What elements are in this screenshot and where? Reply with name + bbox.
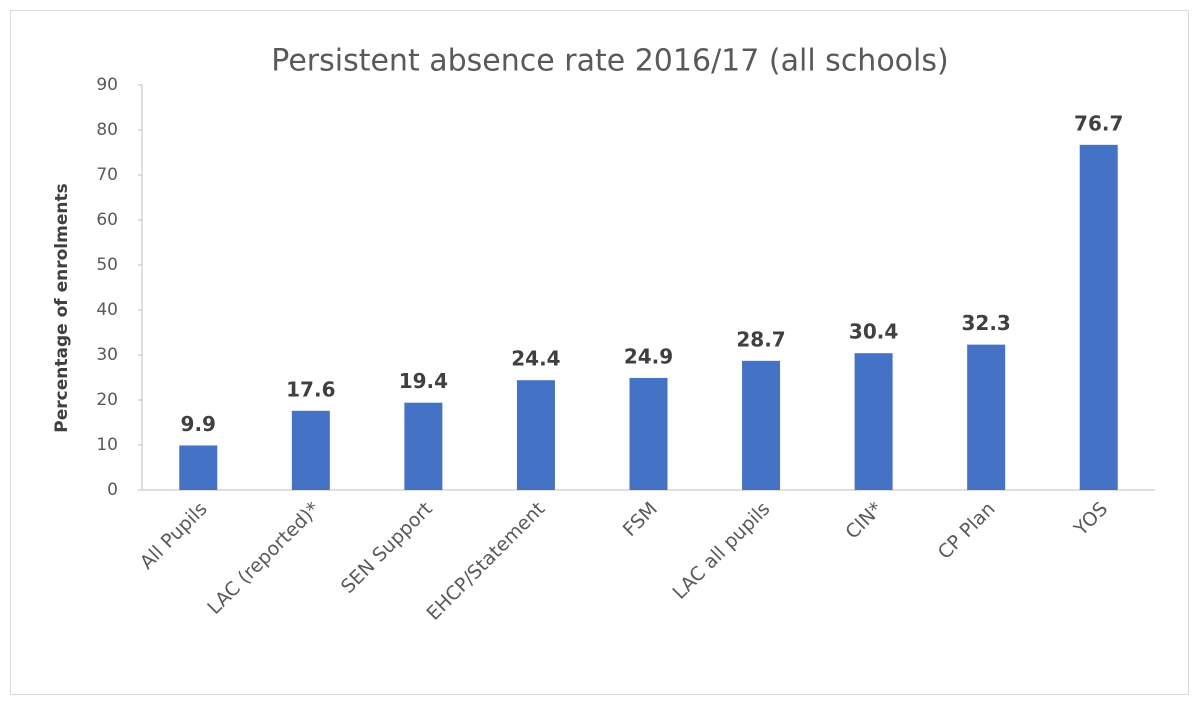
data-label: 28.7 (736, 327, 785, 351)
data-label: 32.3 (961, 311, 1010, 335)
data-label: 30.4 (849, 320, 898, 344)
chart-title: Persistent absence rate 2016/17 (all sch… (271, 44, 948, 79)
y-tick-label: 10 (96, 435, 118, 455)
bar (1079, 144, 1118, 490)
y-axis-label: Percentage of enrolments (52, 183, 72, 432)
bar (967, 344, 1006, 490)
y-tick-label: 70 (96, 165, 118, 185)
y-tick-label: 80 (96, 120, 118, 140)
bar (854, 353, 893, 490)
bar (629, 377, 668, 490)
bar (179, 445, 218, 490)
y-tick-label: 90 (96, 75, 118, 95)
y-tick-label: 30 (96, 345, 118, 365)
data-label: 24.9 (624, 344, 673, 368)
y-tick-label: 40 (96, 300, 118, 320)
bar (516, 380, 555, 490)
data-label: 17.6 (286, 377, 335, 401)
data-label: 24.4 (511, 347, 560, 371)
y-tick-label: 50 (96, 255, 118, 275)
bar (742, 360, 781, 490)
bar (404, 402, 443, 490)
y-tick-label: 0 (107, 480, 118, 500)
data-label: 19.4 (399, 369, 448, 393)
data-label: 9.9 (181, 412, 216, 436)
bar (291, 410, 330, 490)
y-tick-label: 60 (96, 210, 118, 230)
y-tick-label: 20 (96, 390, 118, 410)
chart-frame (10, 10, 1189, 695)
data-label: 76.7 (1074, 111, 1123, 135)
